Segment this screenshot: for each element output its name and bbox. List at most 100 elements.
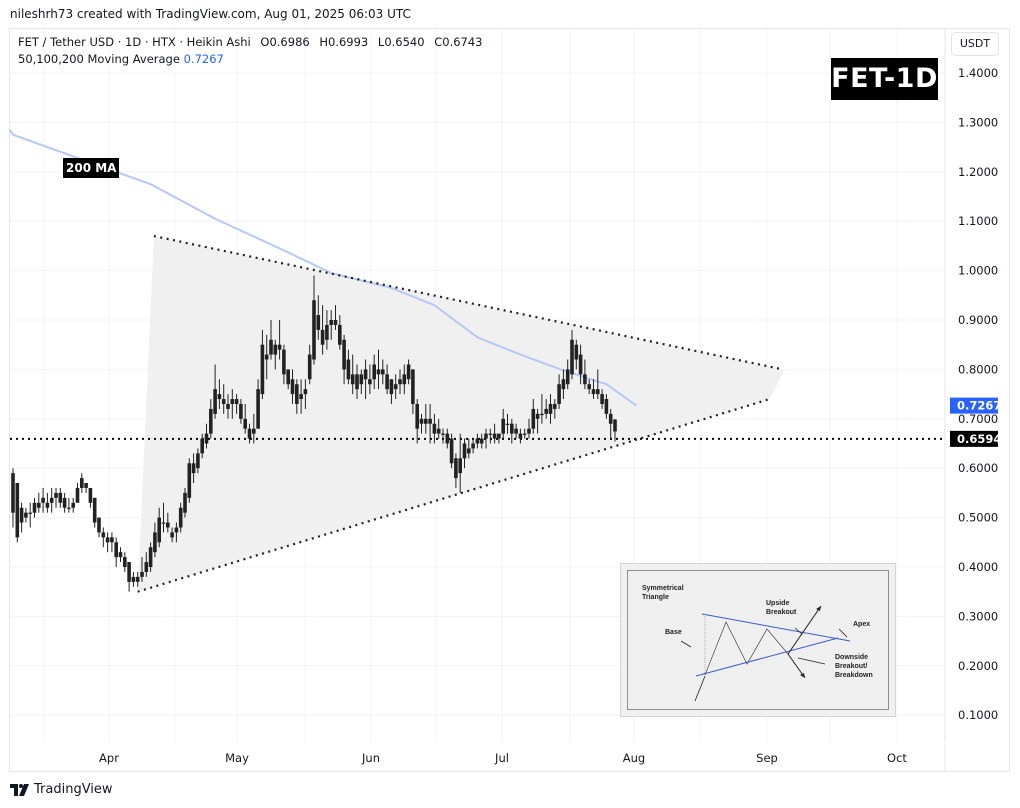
candle [501,418,505,434]
candle [583,374,587,385]
price-tick-label: 1.4000 [958,66,998,80]
price-tick-label: 1.2000 [958,165,998,179]
candle [333,320,338,325]
candle [596,389,600,395]
triangle-diagram [680,605,851,702]
candle [140,571,144,577]
candle [252,428,256,434]
candle [226,403,230,409]
candle [535,413,540,419]
ma-indicator-value: 0.7267 [183,52,224,66]
candle [282,349,286,375]
candle [187,463,192,498]
candle [505,423,510,425]
candle [24,512,28,518]
candle [290,379,295,395]
candle [531,408,536,429]
candle [101,532,106,538]
candle [49,497,54,503]
ma-indicator-label[interactable]: 50,100,200 Moving Average [18,52,180,66]
close-value: C0.6743 [434,35,483,49]
candle [608,413,613,424]
symmetrical-triangle-inset: Symmetrical Triangle Base Upside Breakou… [620,563,896,717]
ma200-annotation: 200 MA [63,158,120,178]
candle [84,483,88,488]
time-tick-label: Apr [99,751,119,765]
candle [277,344,282,350]
candle [342,339,346,370]
candle [170,532,174,538]
candle [273,344,278,355]
candle [424,418,428,424]
candle [372,364,376,380]
candle [406,364,411,380]
tradingview-logo[interactable]: TradingView [10,782,113,797]
time-axis[interactable]: Apr May Jun Jul Aug Sep Oct [99,751,907,765]
candle [161,522,166,524]
candle [415,403,419,429]
candle [234,399,239,404]
triangle-shading [137,236,785,592]
candle [58,492,63,503]
price-tick-label: 0.7000 [958,412,998,426]
candle [260,344,265,395]
time-tick-label: Jun [361,751,380,765]
candle [488,433,493,435]
candle [570,339,574,375]
candle [432,423,437,434]
candle [221,399,226,404]
price-axis[interactable]: 1.4000 1.3000 1.2000 1.1000 1.0000 0.9000 0.80… [950,66,1001,722]
chart-credit: nileshrh73 created with TradingView.com,… [10,7,411,21]
price-tick-label: 0.2000 [958,659,998,673]
price-tick-label: 1.0000 [958,264,998,278]
inset-title: Symmetrical Triangle [642,585,684,601]
ma-price-tag [950,397,998,414]
candle [209,408,213,434]
candle [148,547,153,567]
candle [479,438,484,444]
candle [436,428,441,434]
candle [118,552,123,558]
price-tick-label: 1.1000 [958,214,998,228]
candle [591,389,596,395]
candle [411,369,415,404]
last-price-tag [950,430,998,447]
candle [428,418,432,424]
symbol-info[interactable]: FET / Tether USD · 1D · HTX · Heikin Ash… [18,35,251,49]
candle [105,537,110,543]
candle [316,315,321,330]
candle [256,389,260,429]
candle [135,576,140,582]
high-value: H0.6993 [319,35,369,49]
candle [178,507,183,528]
price-tick-label: 0.4000 [958,560,998,574]
inset-apex-label: Apex [853,621,871,628]
candle [376,369,381,375]
low-value: L0.6540 [377,35,425,49]
candle [80,478,84,488]
candle [604,399,609,414]
candle [445,433,450,444]
candle [204,433,209,444]
candle [402,374,407,385]
candle [578,354,583,375]
candle [441,433,445,435]
candle [458,458,462,474]
candle [110,537,114,543]
candle [127,562,131,582]
candle [565,369,570,385]
candle [32,502,37,513]
candle [467,448,471,454]
candle [398,379,402,385]
candle [303,389,308,395]
candle [462,443,467,459]
candles [11,275,617,592]
candle [325,324,329,340]
candle [510,423,514,434]
candle [522,433,527,435]
candle [15,483,20,538]
candle [174,527,179,533]
candle [299,394,303,400]
currency-button[interactable]: USDT [951,32,999,56]
